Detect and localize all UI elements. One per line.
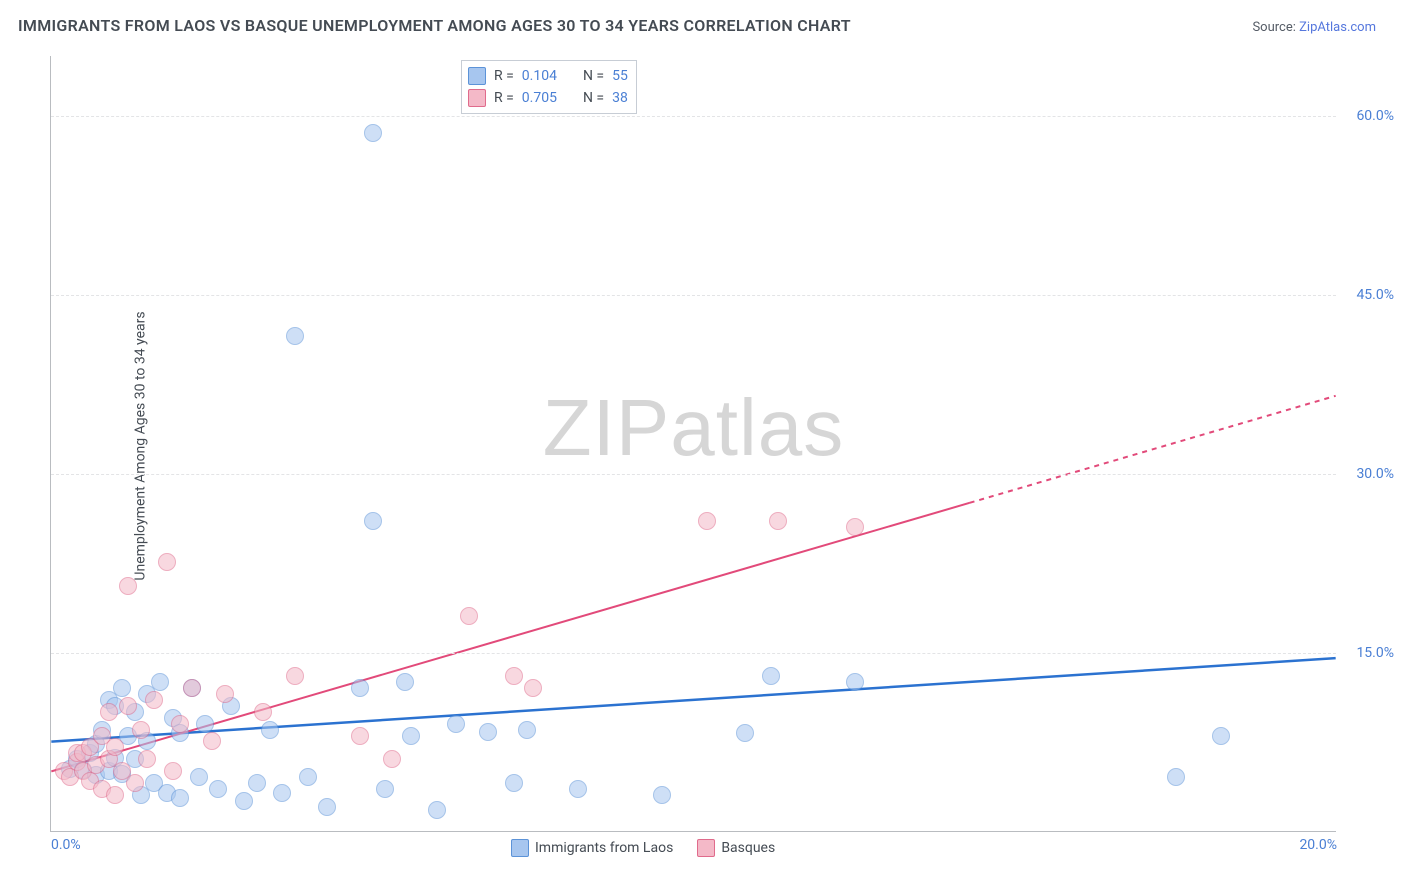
- y-tick-label: 45.0%: [1344, 287, 1394, 303]
- scatter-point: [138, 750, 156, 768]
- scatter-point: [273, 784, 291, 802]
- legend-item: Immigrants from Laos: [511, 839, 673, 857]
- scatter-point: [505, 667, 523, 685]
- scatter-point: [183, 679, 201, 697]
- legend-r-label: R =: [494, 87, 514, 109]
- scatter-point: [569, 780, 587, 798]
- legend-r-value: 0.104: [522, 65, 557, 87]
- scatter-point: [299, 768, 317, 786]
- scatter-point: [119, 577, 137, 595]
- scatter-point: [254, 703, 272, 721]
- scatter-point: [171, 789, 189, 807]
- scatter-point: [318, 798, 336, 816]
- source-link[interactable]: ZipAtlas.com: [1299, 20, 1376, 35]
- scatter-point: [203, 732, 221, 750]
- scatter-point: [190, 768, 208, 786]
- scatter-point: [196, 715, 214, 733]
- scatter-point: [106, 786, 124, 804]
- scatter-point: [261, 721, 279, 739]
- legend-label: Basques: [721, 840, 775, 856]
- scatter-point: [351, 679, 369, 697]
- scatter-point: [364, 512, 382, 530]
- scatter-point: [351, 727, 369, 745]
- scatter-point: [145, 691, 163, 709]
- trend-lines-layer: [51, 56, 1336, 831]
- scatter-plot-area: ZIPatlas R =0.104N =55R =0.705N =38 Immi…: [50, 56, 1336, 832]
- scatter-point: [396, 673, 414, 691]
- legend-item: Basques: [697, 839, 775, 857]
- legend-swatch: [468, 89, 486, 107]
- x-tick-label: 0.0%: [51, 837, 81, 853]
- scatter-point: [736, 724, 754, 742]
- y-tick-label: 60.0%: [1344, 108, 1394, 124]
- gridline: [51, 295, 1336, 296]
- scatter-point: [286, 667, 304, 685]
- scatter-point: [762, 667, 780, 685]
- scatter-point: [846, 673, 864, 691]
- legend-label: Immigrants from Laos: [535, 840, 673, 856]
- legend-swatch: [511, 839, 529, 857]
- scatter-point: [460, 607, 478, 625]
- scatter-point: [151, 673, 169, 691]
- scatter-point: [383, 750, 401, 768]
- scatter-point: [209, 780, 227, 798]
- legend-r-value: 0.705: [522, 87, 557, 109]
- source-label: Source:: [1252, 20, 1295, 35]
- scatter-point: [364, 124, 382, 142]
- scatter-point: [171, 715, 189, 733]
- series-legend: Immigrants from Laos Basques: [511, 839, 775, 857]
- scatter-point: [106, 738, 124, 756]
- trend-line: [51, 503, 969, 772]
- scatter-point: [524, 679, 542, 697]
- scatter-point: [518, 721, 536, 739]
- scatter-point: [158, 553, 176, 571]
- legend-swatch: [468, 67, 486, 85]
- scatter-point: [100, 703, 118, 721]
- legend-swatch: [697, 839, 715, 857]
- gridline: [51, 653, 1336, 654]
- scatter-point: [428, 801, 446, 819]
- scatter-point: [164, 762, 182, 780]
- scatter-point: [132, 721, 150, 739]
- legend-n-value: 38: [612, 87, 628, 109]
- scatter-point: [505, 774, 523, 792]
- scatter-point: [376, 780, 394, 798]
- scatter-point: [216, 685, 234, 703]
- scatter-point: [235, 792, 253, 810]
- y-tick-label: 30.0%: [1344, 466, 1394, 482]
- scatter-point: [286, 327, 304, 345]
- scatter-point: [447, 715, 465, 733]
- scatter-point: [653, 786, 671, 804]
- correlation-legend: R = 0.104 N = 55 R = 0.705 N = 38: [461, 60, 637, 114]
- legend-row: R = 0.705 N = 38: [468, 87, 628, 109]
- scatter-point: [698, 512, 716, 530]
- chart-title: IMMIGRANTS FROM LAOS VS BASQUE UNEMPLOYM…: [18, 16, 851, 35]
- source-attribution: Source: ZipAtlas.com: [1252, 20, 1376, 35]
- scatter-point: [248, 774, 266, 792]
- scatter-point: [119, 697, 137, 715]
- trend-line-extrapolated: [970, 396, 1336, 503]
- gridline: [51, 474, 1336, 475]
- scatter-point: [846, 518, 864, 536]
- legend-r-label: R =: [494, 65, 514, 87]
- x-tick-label: 20.0%: [1299, 837, 1337, 853]
- legend-n-label: N =: [583, 65, 604, 87]
- legend-row: R = 0.104 N = 55: [468, 65, 628, 87]
- trend-line: [51, 658, 1335, 741]
- scatter-point: [479, 723, 497, 741]
- scatter-point: [402, 727, 420, 745]
- scatter-point: [1167, 768, 1185, 786]
- gridline: [51, 116, 1336, 117]
- legend-n-label: N =: [583, 87, 604, 109]
- scatter-point: [1212, 727, 1230, 745]
- scatter-point: [769, 512, 787, 530]
- legend-n-value: 55: [612, 65, 628, 87]
- scatter-point: [113, 679, 131, 697]
- y-tick-label: 15.0%: [1344, 645, 1394, 661]
- scatter-point: [126, 774, 144, 792]
